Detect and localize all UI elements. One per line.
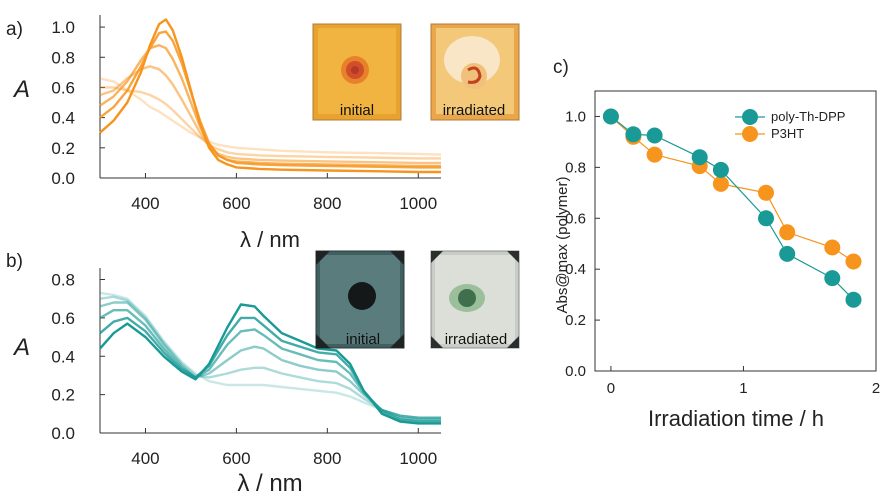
y-tick-label: 0.0 <box>51 169 75 188</box>
legend-marker-poly-th-dpp <box>742 109 758 125</box>
spectrum-line-5 <box>99 295 441 419</box>
photo-a-irradiated-caption: irradiated <box>443 102 506 119</box>
data-point-poly-th-dpp <box>758 210 774 227</box>
x-tick-label: 400 <box>131 449 159 468</box>
y-tick-label: 0.4 <box>51 109 75 128</box>
y-tick-label: 0.2 <box>51 139 75 158</box>
data-point-poly-th-dpp <box>602 108 619 125</box>
data-point-poly-th-dpp <box>691 149 708 166</box>
x-tick-label: 0 <box>607 380 615 397</box>
panel-a-ylabel: A <box>12 76 30 103</box>
plot-frame <box>594 90 877 372</box>
panel-a-axes: 400 600 800 1000 0.0 0.2 0.4 0.6 0.8 1.0 <box>51 15 441 213</box>
y-tick-label: 0.8 <box>51 271 75 290</box>
panel-a: a) A λ / nm 400 600 800 1000 0.0 0.2 0.4 0.6 0.8… <box>6 15 520 252</box>
data-point-poly-th-dpp <box>845 291 862 308</box>
x-tick-label: 600 <box>222 194 250 213</box>
x-tick-label: 1000 <box>399 449 437 468</box>
data-point-poly-th-dpp <box>779 245 796 262</box>
y-tick-label: 0.4 <box>51 347 75 366</box>
data-point-poly-th-dpp <box>712 161 729 178</box>
spectrum-line-3 <box>99 44 441 168</box>
spectrum-line-4 <box>99 301 441 419</box>
spectrum-line-5 <box>100 86 441 160</box>
data-point-p3ht <box>824 239 841 256</box>
panel-a-series <box>99 18 442 174</box>
x-tick-label: 2 <box>872 380 880 397</box>
photo-a-initial-caption: initial <box>340 102 374 119</box>
spectrum-line-6 <box>99 77 442 156</box>
x-tick-label: 1 <box>739 380 747 397</box>
y-tick-label: 0.6 <box>51 309 75 328</box>
y-tick-label: 0.2 <box>51 386 75 405</box>
data-point-poly-th-dpp <box>824 270 841 287</box>
photo-b-irradiated-caption: irradiated <box>445 331 508 348</box>
y-tick-label: 0.6 <box>565 210 586 227</box>
panel-c-ylabel: Abs@max (polymer) <box>554 177 571 314</box>
panel-a-xlabel: λ / nm <box>240 227 300 252</box>
panel-c-xlabel: Irradiation time / h <box>648 406 824 431</box>
connector-poly-th-dpp <box>610 116 854 301</box>
data-point-p3ht <box>758 184 774 201</box>
y-tick-label: 1.0 <box>51 18 75 37</box>
panel-c-legend: poly-Th-DPP P3HT <box>735 109 845 142</box>
y-tick-label: 0.8 <box>51 48 75 67</box>
panel-c-axes: 0 1 2 0.0 0.2 0.4 0.6 0.8 1.0 <box>565 90 880 397</box>
x-tick-label: 800 <box>313 449 341 468</box>
y-tick-label: 0.4 <box>565 261 586 278</box>
panel-b-ylabel: A <box>12 334 30 361</box>
spectrum-line-4 <box>99 65 441 165</box>
data-point-poly-th-dpp <box>646 127 663 144</box>
photo-b-initial-caption: initial <box>346 331 380 348</box>
data-point-p3ht <box>712 175 729 192</box>
data-point-p3ht <box>779 224 796 241</box>
panel-b-xlabel: λ / nm <box>237 470 302 497</box>
spectrum-line-2 <box>99 30 441 169</box>
data-point-p3ht <box>646 146 663 163</box>
panel-b-axes: 400 600 800 1000 0.0 0.2 0.4 0.6 0.8 <box>51 268 441 468</box>
legend-label-poly-th-dpp: poly-Th-DPP <box>771 109 845 124</box>
y-tick-label: 0.8 <box>565 159 586 176</box>
y-tick-label: 0.2 <box>565 312 586 329</box>
photo-a-irradiated: irradiated <box>430 23 520 121</box>
y-tick-label: 1.0 <box>565 108 586 125</box>
panel-c-label: c) <box>553 57 569 78</box>
photo-a-initial: initial <box>312 23 402 121</box>
x-tick-label: 800 <box>313 194 341 213</box>
panel-c-series <box>602 108 862 308</box>
data-point-poly-th-dpp <box>625 126 642 143</box>
y-tick-label: 0.0 <box>565 363 586 380</box>
x-tick-label: 1000 <box>399 194 437 213</box>
legend-marker-p3ht <box>742 126 758 142</box>
data-point-p3ht <box>845 253 862 270</box>
panel-b-series <box>99 291 441 425</box>
panel-b: b) A λ / nm 400 600 800 1000 0.0 0.2 0.4 0.6 0.8… <box>6 250 520 497</box>
x-tick-label: 600 <box>222 449 250 468</box>
spectrum-line-6 <box>99 291 441 419</box>
x-tick-label: 400 <box>131 194 159 213</box>
y-tick-label: 0.6 <box>51 78 75 97</box>
legend-label-p3ht: P3HT <box>771 126 804 141</box>
photo-b-initial: initial <box>315 250 405 349</box>
panel-a-label: a) <box>6 19 23 40</box>
photo-b-irradiated: irradiated <box>430 250 520 349</box>
panel-c: c) Abs@max (polymer) Irradiation time / … <box>553 57 880 431</box>
panel-b-label: b) <box>6 251 23 272</box>
y-tick-label: 0.0 <box>51 424 75 443</box>
